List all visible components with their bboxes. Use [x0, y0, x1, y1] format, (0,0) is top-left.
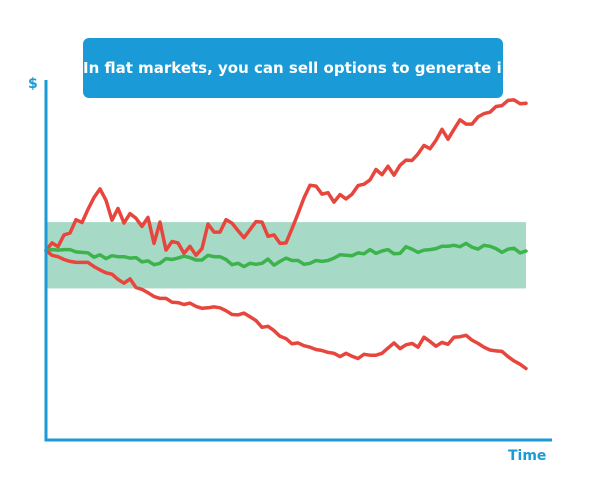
series-line-down — [44, 248, 528, 371]
x-axis-label: Time — [508, 448, 547, 464]
banner-text: In flat markets, you can sell options to… — [83, 59, 503, 77]
flat-market-band — [46, 222, 526, 289]
series-line-flat — [44, 241, 528, 269]
info-banner: In flat markets, you can sell options to… — [83, 38, 503, 98]
series-layer — [44, 98, 528, 371]
y-axis-label: $ — [28, 76, 38, 92]
series-line-up — [44, 98, 528, 258]
